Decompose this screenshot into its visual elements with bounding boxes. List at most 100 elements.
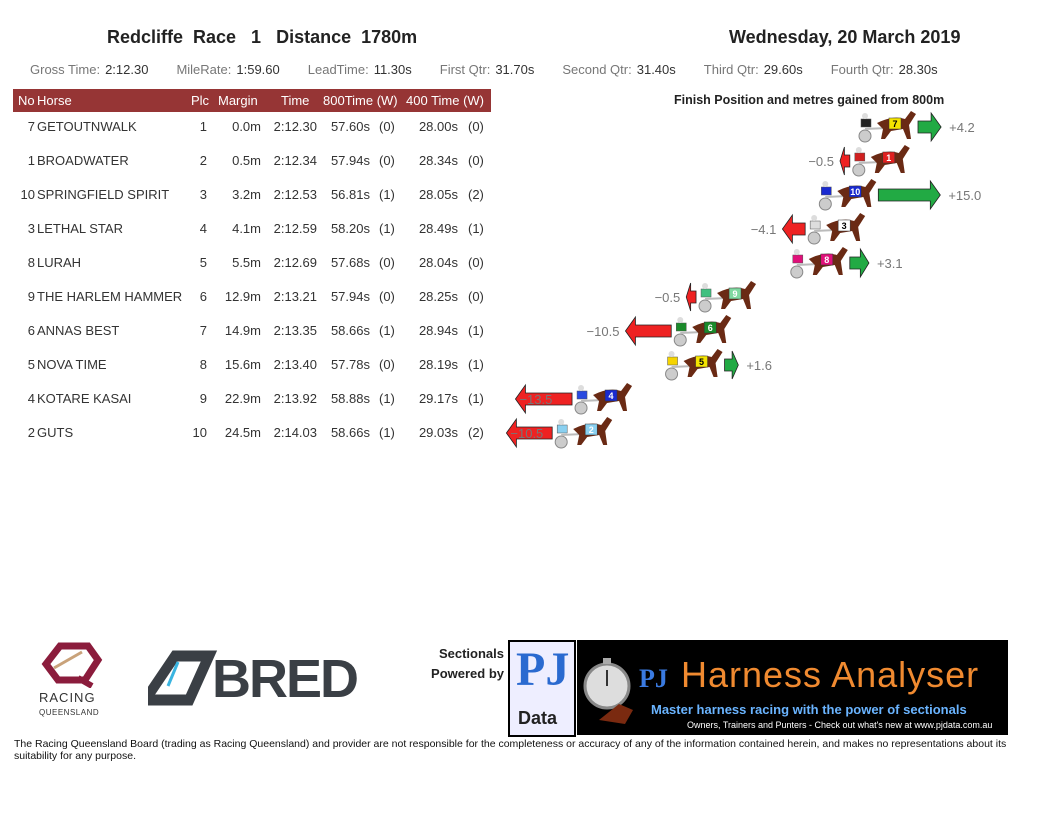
chart-title: Finish Position and metres gained from 8… <box>674 93 945 107</box>
cell-t400: 28.04s <box>418 255 458 270</box>
table-row: 1 BROADWATER 2 0.5m 2:12.34 57.94s (0) 28.34s (0… <box>13 149 491 183</box>
loss-arrow <box>505 417 553 449</box>
cell-w400: (0) <box>468 255 484 270</box>
cell-plc: 10 <box>192 425 207 440</box>
gain-arrow <box>724 350 739 380</box>
cell-w800: (1) <box>379 221 395 236</box>
table-header: No Horse Plc Margin Time 800Time (W) 400… <box>13 89 491 112</box>
cell-horse: THE HARLEM HAMMER <box>37 289 183 304</box>
cell-no: 6 <box>27 323 35 338</box>
cell-margin: 3.2m <box>232 187 261 202</box>
pj-harness-analyser-banner[interactable]: PJ Harness Analyser Master harness racin… <box>577 640 1008 735</box>
table-row: 7 GETOUTNWALK 1 0.0m 2:12.30 57.60s (0) 28.00s (… <box>13 115 491 149</box>
cell-w800: (0) <box>379 255 395 270</box>
cell-margin: 15.6m <box>224 357 261 372</box>
stat-label: Fourth Qtr: <box>830 62 894 77</box>
loss-arrow <box>781 213 806 245</box>
cell-t800: 58.66s <box>330 323 370 338</box>
cell-t800: 58.20s <box>330 221 370 236</box>
cell-no: 9 <box>27 289 35 304</box>
horse-runner-icon: 9 <box>698 281 757 313</box>
horse-runner-icon: 3 <box>807 213 866 245</box>
cell-horse: GUTS <box>37 425 74 440</box>
cell-margin: 12.9m <box>224 289 261 304</box>
stat-item: Fourth Qtr: 28.30s <box>831 62 938 77</box>
cell-margin: 0.5m <box>232 153 261 168</box>
gain-arrow <box>849 247 870 279</box>
stat-value: 11.30s <box>373 62 412 77</box>
cell-w800: (0) <box>379 289 395 304</box>
stat-item: Third Qtr: 29.60s <box>704 62 803 77</box>
cell-t400: 28.94s <box>418 323 458 338</box>
col-400: 400 Time (W) <box>406 93 485 108</box>
cell-time: 2:13.92 <box>273 391 317 406</box>
cell-horse: ANNAS BEST <box>37 323 120 338</box>
racing-queensland-logo: RACING QUEENSLAND <box>30 638 120 723</box>
race-title: Redcliffe Race 1 Distance 1780m <box>107 27 418 47</box>
stat-item: First Qtr: 31.70s <box>440 62 535 77</box>
cell-margin: 4.1m <box>232 221 261 236</box>
stat-value: 1:59.60 <box>236 62 280 77</box>
col-no: No <box>18 93 35 108</box>
table-row: 8 LURAH 5 5.5m 2:12.69 57.68s (0) 28.04s (0) <box>13 251 491 285</box>
gain-label: +3.1 <box>877 256 903 271</box>
cell-no: 2 <box>27 425 35 440</box>
stat-item: Second Qtr: 31.40s <box>562 62 675 77</box>
cell-w800: (0) <box>379 153 395 168</box>
table-row: 9 THE HARLEM HAMMER 6 12.9m 2:13.21 57.94s (0)… <box>13 285 491 319</box>
stat-value: 29.60s <box>763 62 803 77</box>
cell-horse: SPRINGFIELD SPIRIT <box>37 187 170 202</box>
cell-w800: (1) <box>379 323 395 338</box>
cell-plc: 3 <box>199 187 207 202</box>
cell-t400: 28.34s <box>418 153 458 168</box>
cell-time: 2:14.03 <box>273 425 317 440</box>
cell-w800: (1) <box>379 187 395 202</box>
cell-plc: 5 <box>199 255 207 270</box>
loss-arrow <box>685 282 697 312</box>
cell-w800: (0) <box>379 119 395 134</box>
cell-time: 2:12.69 <box>273 255 317 270</box>
horse-runner-icon: 4 <box>574 383 633 415</box>
cell-no: 4 <box>27 391 35 406</box>
horse-runner-icon: 6 <box>673 315 732 347</box>
table-row: 3 LETHAL STAR 4 4.1m 2:12.59 58.20s (1) 28.49s (… <box>13 217 491 251</box>
cell-w400: (1) <box>468 391 484 406</box>
horse-number: 4 <box>609 391 614 401</box>
cell-w400: (0) <box>468 119 484 134</box>
table-row: 4 KOTARE KASAI 9 22.9m 2:13.92 58.88s (1) 29.17… <box>13 387 491 421</box>
col-800: 800Time (W) <box>323 93 398 108</box>
cell-time: 2:12.59 <box>273 221 317 236</box>
horse-number: 1 <box>886 153 891 163</box>
cell-t400: 28.00s <box>418 119 458 134</box>
horse-runner-icon: 8 <box>790 247 848 279</box>
horse-number: 5 <box>699 357 704 367</box>
table-row: 5 NOVA TIME 8 15.6m 2:13.40 57.78s (0) 28.19s (1… <box>13 353 491 387</box>
cell-t800: 57.94s <box>330 289 370 304</box>
gain-label: −10.5 <box>510 426 543 441</box>
loss-arrow <box>514 383 573 415</box>
cell-t800: 57.94s <box>330 153 370 168</box>
cell-margin: 22.9m <box>224 391 261 406</box>
sectionals-label: Sectionals <box>438 646 504 661</box>
col-margin: Margin <box>218 93 258 108</box>
cell-w400: (1) <box>468 357 484 372</box>
col-plc: Plc <box>191 93 210 108</box>
bred-logo: BRED <box>148 649 398 710</box>
stat-label: First Qtr: <box>439 62 491 77</box>
cell-w800: (1) <box>379 391 395 406</box>
horse-number: 10 <box>850 187 860 197</box>
cell-margin: 0.0m <box>232 119 261 134</box>
cell-w400: (2) <box>468 187 484 202</box>
col-time: Time <box>281 93 310 108</box>
race-date: Wednesday, 20 March 2019 <box>729 27 961 47</box>
cell-w800: (1) <box>379 425 395 440</box>
horse-number: 3 <box>842 221 847 231</box>
stat-label: Second Qtr: <box>562 62 632 77</box>
horse-runner-icon: 10 <box>818 179 877 211</box>
cell-plc: 7 <box>199 323 207 338</box>
stat-label: Third Qtr: <box>703 62 759 77</box>
cell-time: 2:13.21 <box>273 289 317 304</box>
horse-number: 9 <box>733 289 738 299</box>
cell-margin: 14.9m <box>224 323 261 338</box>
horse-runner-icon: 5 <box>665 349 723 381</box>
